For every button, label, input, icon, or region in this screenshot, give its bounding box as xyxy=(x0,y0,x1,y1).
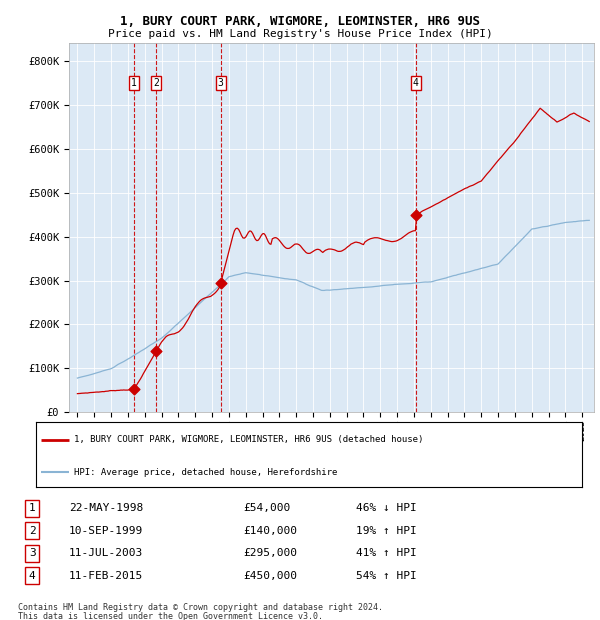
Text: 2: 2 xyxy=(154,78,159,88)
Text: 41% ↑ HPI: 41% ↑ HPI xyxy=(356,548,417,558)
Text: 11-JUL-2003: 11-JUL-2003 xyxy=(69,548,143,558)
Text: 4: 4 xyxy=(29,571,35,581)
Text: 3: 3 xyxy=(218,78,224,88)
Text: 22-MAY-1998: 22-MAY-1998 xyxy=(69,503,143,513)
Point xyxy=(152,346,161,356)
Text: 2: 2 xyxy=(29,526,35,536)
Text: £140,000: £140,000 xyxy=(244,526,298,536)
Text: 10-SEP-1999: 10-SEP-1999 xyxy=(69,526,143,536)
Text: 1: 1 xyxy=(131,78,137,88)
Point xyxy=(130,384,139,394)
Text: £54,000: £54,000 xyxy=(244,503,291,513)
Text: Contains HM Land Registry data © Crown copyright and database right 2024.: Contains HM Land Registry data © Crown c… xyxy=(18,603,383,612)
Text: 46% ↓ HPI: 46% ↓ HPI xyxy=(356,503,417,513)
Text: 11-FEB-2015: 11-FEB-2015 xyxy=(69,571,143,581)
Point xyxy=(411,210,421,219)
Text: Price paid vs. HM Land Registry's House Price Index (HPI): Price paid vs. HM Land Registry's House … xyxy=(107,29,493,39)
Text: 1: 1 xyxy=(29,503,35,513)
Text: 54% ↑ HPI: 54% ↑ HPI xyxy=(356,571,417,581)
Text: 3: 3 xyxy=(29,548,35,558)
Text: 4: 4 xyxy=(413,78,419,88)
Text: 19% ↑ HPI: 19% ↑ HPI xyxy=(356,526,417,536)
Text: £450,000: £450,000 xyxy=(244,571,298,581)
Text: £295,000: £295,000 xyxy=(244,548,298,558)
Text: 1, BURY COURT PARK, WIGMORE, LEOMINSTER, HR6 9US: 1, BURY COURT PARK, WIGMORE, LEOMINSTER,… xyxy=(120,16,480,28)
Text: This data is licensed under the Open Government Licence v3.0.: This data is licensed under the Open Gov… xyxy=(18,612,323,620)
Text: HPI: Average price, detached house, Herefordshire: HPI: Average price, detached house, Here… xyxy=(74,468,338,477)
Text: 1, BURY COURT PARK, WIGMORE, LEOMINSTER, HR6 9US (detached house): 1, BURY COURT PARK, WIGMORE, LEOMINSTER,… xyxy=(74,435,424,445)
Point xyxy=(216,278,226,288)
